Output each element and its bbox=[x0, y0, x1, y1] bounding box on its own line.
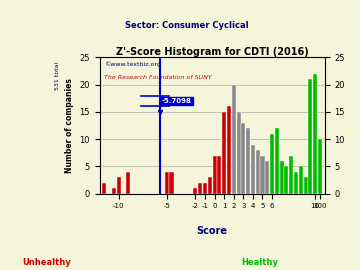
Bar bbox=[203, 183, 207, 194]
Bar bbox=[227, 106, 231, 194]
Bar bbox=[208, 177, 212, 194]
Bar bbox=[294, 172, 298, 194]
Text: The Research Foundation of SUNY: The Research Foundation of SUNY bbox=[104, 75, 212, 80]
Bar bbox=[126, 172, 130, 194]
Bar bbox=[117, 177, 121, 194]
Bar bbox=[260, 156, 265, 194]
Bar bbox=[170, 172, 174, 194]
Bar bbox=[217, 156, 221, 194]
Bar bbox=[275, 128, 279, 194]
Text: Sector: Consumer Cyclical: Sector: Consumer Cyclical bbox=[125, 21, 249, 30]
Bar bbox=[102, 183, 107, 194]
Bar bbox=[284, 166, 288, 194]
Bar bbox=[313, 74, 317, 194]
Text: -5.7098: -5.7098 bbox=[161, 98, 191, 104]
Bar bbox=[165, 172, 169, 194]
Y-axis label: Number of companies: Number of companies bbox=[65, 78, 74, 173]
Bar bbox=[280, 161, 284, 194]
Bar bbox=[299, 166, 303, 194]
Bar bbox=[246, 128, 250, 194]
Bar bbox=[270, 134, 274, 194]
X-axis label: Score: Score bbox=[197, 226, 228, 236]
Bar bbox=[251, 145, 255, 194]
Title: Z'-Score Histogram for CDTI (2016): Z'-Score Histogram for CDTI (2016) bbox=[116, 48, 309, 58]
Bar bbox=[241, 123, 246, 194]
Bar bbox=[232, 85, 236, 194]
Bar bbox=[303, 177, 308, 194]
Bar bbox=[265, 161, 269, 194]
Bar bbox=[289, 156, 293, 194]
Bar bbox=[222, 112, 226, 194]
Text: 531 total: 531 total bbox=[55, 62, 59, 90]
Bar bbox=[256, 150, 260, 194]
Bar bbox=[237, 112, 240, 194]
Bar bbox=[112, 188, 116, 194]
Bar bbox=[193, 188, 197, 194]
Bar bbox=[309, 79, 312, 194]
Bar bbox=[318, 139, 322, 194]
Bar bbox=[198, 183, 202, 194]
Text: ©www.textbiz.org: ©www.textbiz.org bbox=[104, 62, 161, 67]
Bar bbox=[212, 156, 217, 194]
Text: Unhealthy: Unhealthy bbox=[22, 258, 71, 266]
Text: Healthy: Healthy bbox=[241, 258, 278, 266]
